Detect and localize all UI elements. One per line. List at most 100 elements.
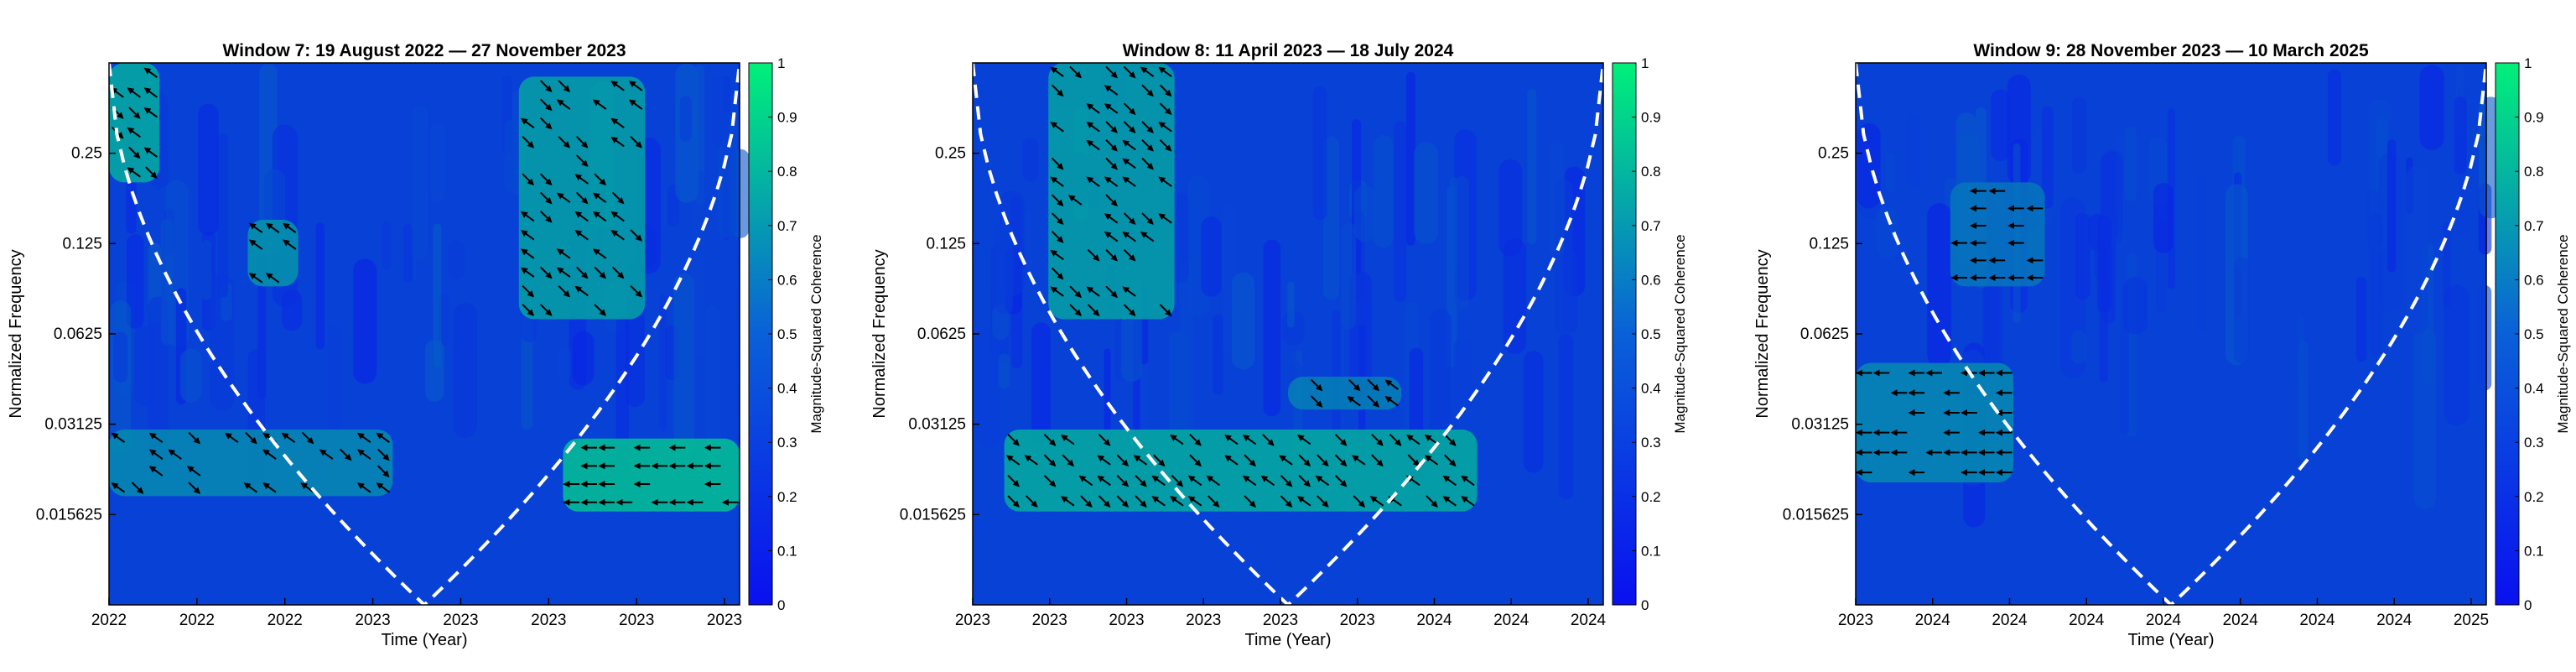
heatmap-texture [2454,96,2467,175]
heatmap-texture [2007,74,2031,185]
heatmap-texture [998,353,1010,389]
phase-arrow [1352,455,1366,466]
heatmap-texture [1453,337,1472,412]
phase-arrow [522,136,535,148]
phase-arrow [1159,84,1172,97]
y-tick-label: 0.0625 [917,326,966,343]
heatmap-texture [2197,172,2205,331]
colorbar-tick-label: 1 [777,55,785,71]
phase-arrow [574,230,589,241]
phase-arrow [282,239,297,250]
x-tick-label: 2025 [2454,612,2489,629]
phase-arrow [1296,496,1311,507]
phase-arrow [143,87,158,98]
colorbar-tick-label: 0.4 [2524,381,2544,397]
phase-arrow [148,432,164,444]
heatmap-texture [1171,192,1189,284]
y-tick-label: 0.125 [62,235,102,253]
heatmap-texture [2096,215,2111,314]
y-tick-label: 0.25 [1818,145,1849,163]
phase-arrow [1026,495,1038,508]
heatmap-texture [2387,139,2397,273]
phase-arrow [1159,304,1172,316]
phase-arrow [630,136,642,148]
phase-arrow [143,147,158,158]
phase-arrow [188,431,201,445]
heatmap-texture [1179,260,1194,443]
phase-arrow [1086,103,1100,114]
phase-arrow [1348,378,1361,392]
heatmap-texture [2297,316,2305,381]
phase-arrow [1123,304,1136,316]
x-axis-label: Time (Year) [382,631,468,649]
phase-arrow [1334,474,1348,487]
phase-arrow [539,98,553,112]
phase-arrow [127,167,141,178]
coherence-panel-9: Window 9: 28 November 2023 — 10 March 20… [1753,41,2571,649]
phase-arrow [1347,396,1361,407]
phase-arrow [1105,285,1118,299]
phase-arrow [128,146,141,159]
phase-arrow [539,117,553,130]
phase-arrow [1024,455,1039,466]
x-tick-label: 2024 [2223,612,2259,629]
phase-arrow [1189,434,1202,446]
phase-arrow [1122,176,1136,187]
phase-arrow [168,449,182,460]
colorbar-label: Magnitude-Squared Coherence [808,234,824,433]
heatmap-texture [1341,222,1357,330]
x-tick-label: 2024 [1992,612,2028,629]
heatmap-texture [1263,239,1281,417]
coherence-region [1950,182,2045,287]
phase-arrow [248,273,263,284]
colorbar-tick-label: 0.7 [777,218,797,234]
coherence-region [1004,430,1478,512]
phase-arrow [1207,495,1220,508]
phase-arrow [377,448,390,461]
phase-arrow [1086,122,1100,133]
phase-arrow [1086,286,1100,297]
phase-arrow [281,432,296,444]
phase-arrow [1406,434,1420,445]
heatmap-texture [2477,284,2492,391]
phase-arrow [131,482,144,494]
phase-arrow [1151,475,1166,487]
heatmap-texture [1022,138,1039,182]
phase-arrow [1141,121,1154,133]
colorbar-tick-label: 0.8 [777,164,797,180]
phase-arrow [1051,84,1064,97]
x-tick-label: 2024 [2146,612,2182,629]
heatmap-texture [1323,136,1340,300]
x-tick-label: 2023 [1263,612,1298,629]
phase-arrow [1116,454,1130,467]
phase-arrow [1310,378,1323,392]
phase-arrow [594,304,606,316]
chart-title: Window 7: 19 August 2022 — 27 November 2… [222,41,626,60]
heatmap-texture [2075,212,2090,300]
heatmap-texture [2327,69,2341,166]
phase-arrow [265,222,280,234]
phase-arrow [1051,157,1064,170]
colorbar-tick-label: 1 [2524,55,2532,71]
heatmap-texture [679,96,692,142]
phase-arrow [301,431,314,445]
phase-arrow [1389,434,1402,446]
heatmap-texture [1503,237,1527,355]
phase-arrow [262,482,277,493]
phase-arrow [522,304,535,316]
phase-arrow [630,284,642,298]
phase-arrow [575,136,589,148]
phase-arrow [1424,455,1439,466]
heatmap-texture [615,316,629,474]
phase-arrow [188,482,201,494]
y-tick-label: 0.03125 [908,416,966,434]
heatmap-texture [315,222,325,350]
x-tick-label: 2023 [955,612,990,629]
y-tick-label: 0.03125 [44,416,102,434]
colorbar-tick-label: 0.4 [777,381,797,397]
phase-arrow [556,99,571,110]
phase-arrow [1280,495,1293,508]
heatmap-texture [1908,113,1920,187]
phase-arrow [1050,286,1064,297]
phase-arrow [1105,121,1118,133]
